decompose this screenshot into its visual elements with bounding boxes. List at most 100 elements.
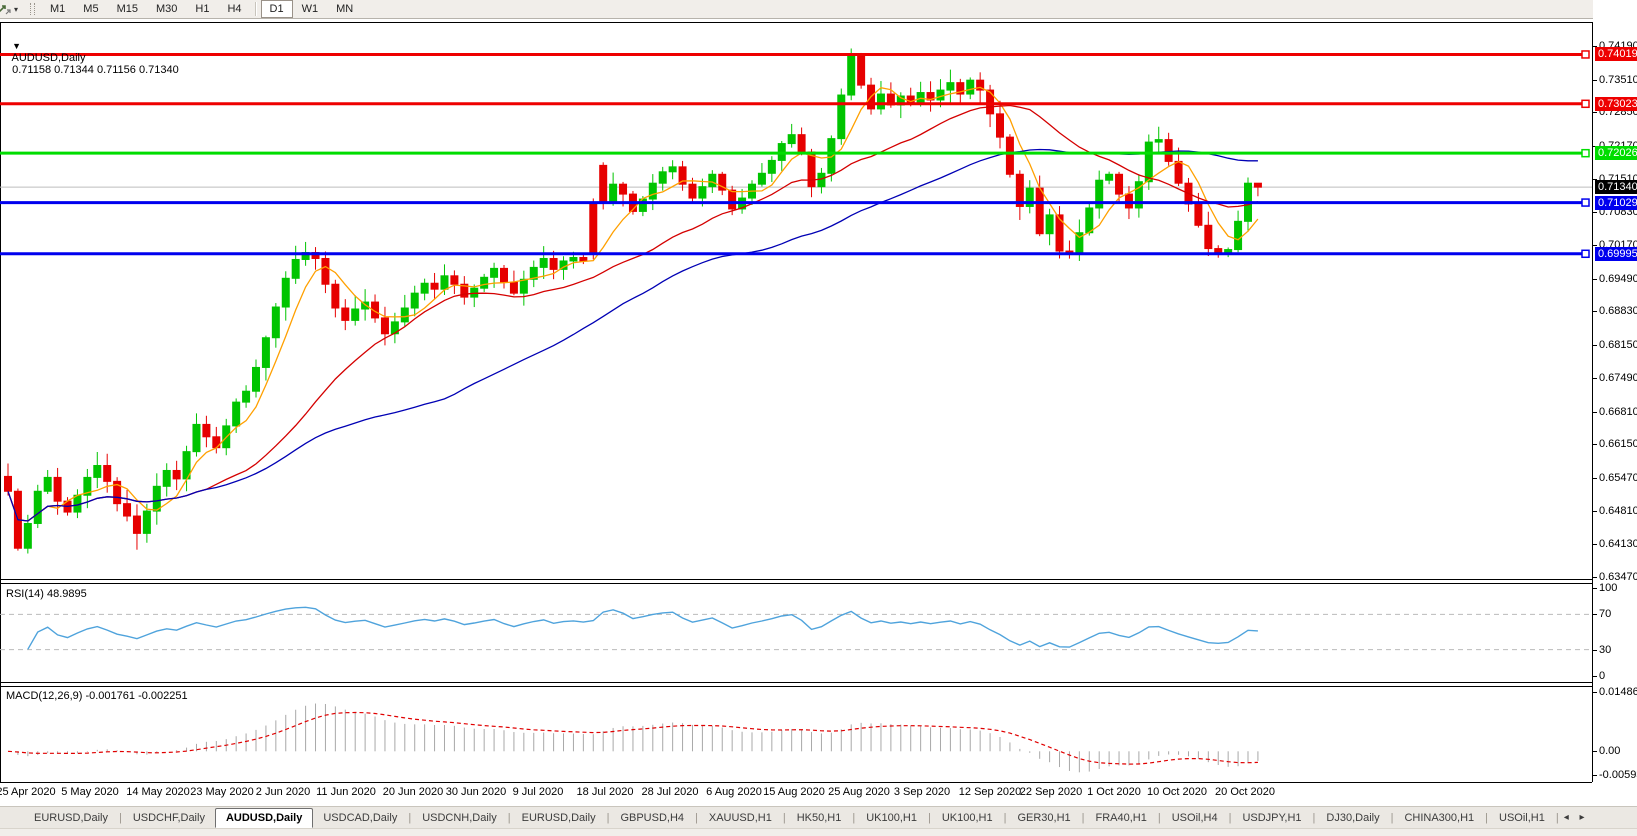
candle-body: [549, 257, 558, 270]
rsi-plot[interactable]: [0, 584, 1592, 682]
candle-body: [410, 292, 419, 309]
status-strip: [0, 828, 1637, 836]
timeframe-button-m5[interactable]: M5: [83, 3, 99, 15]
chart-tab-eurusd-daily[interactable]: EURUSD,Daily: [34, 811, 108, 824]
candle-body: [132, 515, 141, 534]
candle-body: [430, 282, 439, 290]
candle-body: [33, 490, 42, 524]
level-price-flag[interactable]: 0.73023: [1595, 96, 1637, 111]
candle-body: [986, 89, 995, 115]
price-tick-label: 0.67490: [1599, 371, 1637, 384]
chart-tab-audusd-daily[interactable]: AUDUSD,Daily: [214, 807, 314, 828]
candle-body: [847, 54, 856, 96]
axis-tick-mark: [1593, 112, 1597, 114]
timeframe-button-w1[interactable]: W1: [301, 3, 319, 15]
chart-title: ▼ AUDUSD,Daily 0.71158 0.71344 0.71156 0…: [6, 28, 179, 76]
candle-body: [490, 267, 499, 278]
candle-body: [658, 171, 667, 184]
candle-body: [767, 159, 776, 174]
timeframe-button-d1[interactable]: D1: [260, 0, 293, 18]
rsi-label: RSI(14) 48.9895: [6, 588, 87, 600]
chart-title-caret-icon[interactable]: ▼: [12, 41, 22, 51]
axis-tick-mark: [1593, 79, 1597, 81]
chart-tab-hk50-h1[interactable]: HK50,H1: [796, 811, 842, 824]
candle-body: [202, 423, 211, 438]
chart-tab-fra40-h1[interactable]: FRA40,H1: [1095, 811, 1147, 824]
chart-tab-usoil-h4[interactable]: USOil,H4: [1171, 811, 1218, 824]
candle-body: [1174, 160, 1183, 184]
chart-tab-china300-h1[interactable]: CHINA300,H1: [1404, 811, 1475, 824]
chart-title-symbol: AUDUSD,Daily: [11, 52, 86, 64]
candle-body: [837, 94, 846, 140]
level-price-flag[interactable]: 0.72026: [1595, 146, 1637, 161]
toolbar-grip[interactable]: [30, 3, 36, 15]
candle-body: [271, 306, 280, 339]
timeframe-button-m1[interactable]: M1: [50, 3, 66, 15]
candle-body: [242, 390, 251, 403]
timeframe-button-h4[interactable]: H4: [227, 3, 242, 15]
level-end-marker[interactable]: [1581, 249, 1590, 259]
date-tick-label: 28 Jul 2020: [641, 786, 699, 798]
rsi-macd-separator[interactable]: [0, 682, 1592, 683]
chart-tab-xauusd-h1[interactable]: XAUUSD,H1: [708, 811, 772, 824]
timeframe-button-m15[interactable]: M15: [116, 3, 138, 15]
candle-body: [619, 183, 628, 195]
chart-tab-dj30-daily[interactable]: DJ30,Daily: [1326, 811, 1380, 824]
chart-shift-arrows-icon[interactable]: [0, 2, 12, 16]
level-end-marker[interactable]: [1581, 148, 1590, 158]
price-axis-line[interactable]: [1592, 22, 1593, 782]
main-rsi-separator[interactable]: [0, 579, 1592, 580]
axis-tick-mark: [1593, 477, 1597, 479]
candle-body: [1095, 179, 1104, 209]
candle-body: [192, 423, 201, 453]
price-tick-label: 0.63470: [1599, 570, 1637, 583]
chart-tab-uk100-h1[interactable]: UK100,H1: [941, 811, 993, 824]
candle-body: [1253, 182, 1262, 188]
axis-tick-mark: [1593, 444, 1597, 446]
level-end-marker[interactable]: [1581, 99, 1590, 109]
tab-separator: |: [118, 811, 122, 824]
tool-dropdown-caret-icon[interactable]: ▾: [14, 4, 19, 14]
level-price-flag[interactable]: 0.69995: [1595, 246, 1637, 261]
level-end-marker[interactable]: [1581, 198, 1590, 207]
price-tick-label: 0.66150: [1599, 438, 1637, 451]
level-end-marker[interactable]: [1581, 50, 1590, 59]
timeframe-button-h1[interactable]: H1: [195, 3, 210, 15]
chart-tab-usdcnh-daily[interactable]: USDCNH,Daily: [422, 811, 497, 824]
candle-body: [1055, 214, 1064, 252]
chart-tab-eurusd-daily[interactable]: EURUSD,Daily: [521, 811, 596, 824]
macd-tick-label: -0.005938: [1599, 769, 1637, 781]
level-price-flag[interactable]: 0.74019: [1595, 47, 1637, 62]
chart-tab-ger30-h1[interactable]: GER30,H1: [1017, 811, 1071, 824]
tab-scroll-arrows[interactable]: ◂ ▸: [1563, 812, 1589, 823]
candle-body: [1025, 187, 1034, 207]
candle-body: [519, 278, 528, 294]
main-chart-plot[interactable]: [0, 22, 1592, 579]
macd-plot[interactable]: [0, 687, 1592, 782]
chart-tab-usdjpy-h1[interactable]: USDJPY,H1: [1242, 811, 1302, 824]
candle-body: [678, 166, 687, 185]
candle-body: [718, 173, 727, 191]
tab-separator: |: [852, 811, 856, 824]
date-tick-label: 22 Sep 2020: [1019, 786, 1083, 798]
candle-body: [103, 465, 112, 482]
chart-tab-gbpusd-h4[interactable]: GBPUSD,H4: [620, 811, 685, 824]
rsi-tick-label: 70: [1599, 608, 1612, 621]
timeframe-button-mn[interactable]: MN: [336, 3, 354, 15]
chart-tab-usoil-h1[interactable]: USOil,H1: [1499, 811, 1545, 824]
candle-body: [371, 301, 380, 319]
candle-body: [728, 189, 737, 210]
axis-tick-mark: [1593, 614, 1597, 616]
price-tick-label: 0.65470: [1599, 471, 1637, 484]
timeframe-button-m30[interactable]: M30: [155, 3, 178, 15]
tab-separator: |: [1555, 811, 1559, 824]
chart-tab-usdcad-daily[interactable]: USDCAD,Daily: [323, 811, 398, 824]
level-price-flag[interactable]: 0.71029: [1595, 195, 1637, 210]
price-axis[interactable]: 0.741900.735100.728500.721700.715100.708…: [1593, 0, 1637, 835]
chart-tab-uk100-h1[interactable]: UK100,H1: [866, 811, 917, 824]
chart-tab-usdchf-daily[interactable]: USDCHF,Daily: [132, 811, 205, 824]
candle-body: [321, 257, 330, 285]
date-tick-label: 9 Jul 2020: [512, 786, 564, 798]
candle-body: [1164, 139, 1173, 162]
current-price-flag[interactable]: 0.71340: [1595, 180, 1637, 195]
